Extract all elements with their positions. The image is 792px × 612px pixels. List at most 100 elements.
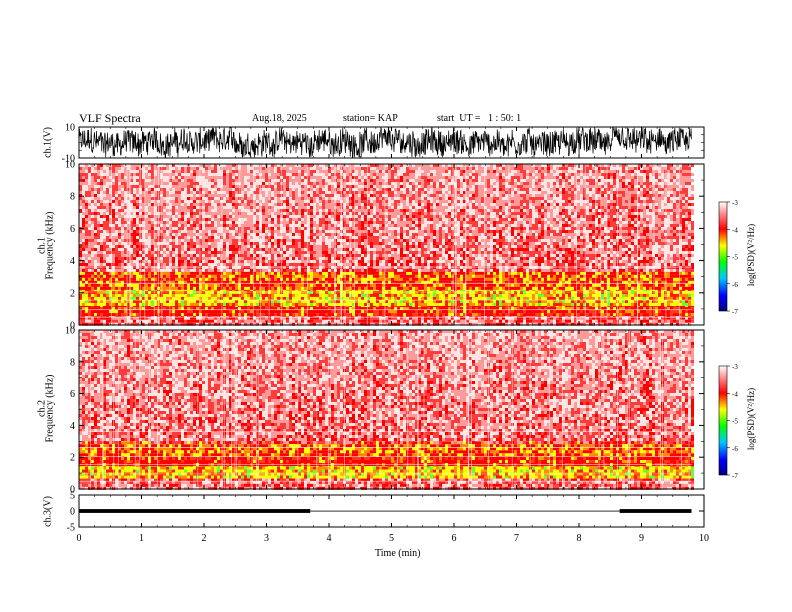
ch1-spectrogram-cell bbox=[505, 283, 508, 287]
ch1-spectrogram-cell bbox=[148, 286, 151, 290]
ch1-spectrogram-cell bbox=[121, 164, 124, 167]
ch1-spectrogram-cell bbox=[685, 286, 688, 290]
ch1-spectrogram-cell bbox=[385, 316, 388, 320]
ch1-spectrogram-cell bbox=[100, 286, 103, 290]
ch1-spectrogram-cell bbox=[580, 170, 583, 173]
ch1-spectrogram-cell bbox=[343, 274, 346, 278]
ch1-spectrogram-cell bbox=[142, 271, 145, 275]
ch1-spectrogram-cell bbox=[112, 290, 115, 294]
ch1-spectrogram-cell bbox=[577, 310, 580, 314]
ch1-spectrogram-cell bbox=[229, 179, 232, 182]
ch1-spectrogram-cell bbox=[643, 277, 646, 281]
ch1-spectrogram-cell bbox=[559, 316, 562, 320]
ch1-spectrogram-cell bbox=[184, 322, 187, 326]
ch1-spectrogram-cell bbox=[193, 176, 196, 179]
ch1-spectrogram-cell bbox=[277, 293, 280, 297]
ch1-spectrogram-cell bbox=[229, 274, 232, 278]
ch1-spectrogram-cell bbox=[532, 299, 535, 303]
ch1-spectrogram-cell bbox=[667, 307, 670, 311]
ch1-spectrogram-cell bbox=[214, 283, 217, 287]
ch1-spectrogram-cell bbox=[385, 271, 388, 275]
ch1-spectrogram-cell bbox=[136, 179, 139, 182]
ch1-spectrogram-cell bbox=[175, 176, 178, 179]
ch1-spectrogram-cell bbox=[271, 274, 274, 278]
ch1-spectrogram-cell bbox=[121, 319, 124, 323]
ch1-spectrogram-cell bbox=[523, 302, 526, 306]
ch1-spectrogram-cell bbox=[196, 280, 199, 284]
ch1-spectrogram-cell bbox=[367, 293, 370, 297]
ch1-spectrogram-cell bbox=[487, 173, 490, 176]
ch1-spectrogram-cell bbox=[175, 167, 178, 170]
ch1-spectrogram-cell bbox=[541, 167, 544, 170]
ch1-spectrogram-cell bbox=[373, 290, 376, 294]
ch1-spectrogram-cell bbox=[541, 271, 544, 275]
ch1-spectrogram-cell bbox=[289, 302, 292, 306]
ch1-spectrogram-cell bbox=[319, 170, 322, 173]
ch1-spectrogram-cell bbox=[439, 296, 442, 300]
ch1-spectrogram-cell bbox=[469, 283, 472, 287]
ch1-spectrogram-cell bbox=[133, 283, 136, 287]
ch1-spectrogram-cell bbox=[301, 302, 304, 306]
ch1-spectrogram-cell bbox=[97, 299, 100, 303]
ch1-spectrogram-cell bbox=[463, 274, 466, 278]
ch1-spectrogram-cell bbox=[193, 307, 196, 311]
ch1-spectrogram-cell bbox=[256, 299, 259, 303]
ch1-spectrogram-cell bbox=[586, 164, 589, 167]
ch1-spectrogram-cell bbox=[91, 274, 94, 278]
ch1-spectrogram-cell bbox=[127, 176, 130, 179]
ch1-spectrogram-cell bbox=[364, 319, 367, 323]
ch1-spectrogram-cell bbox=[256, 310, 259, 314]
ch1-spectrogram-cell bbox=[670, 302, 673, 306]
ch1-spectrogram-cell bbox=[106, 286, 109, 290]
ch1-spectrogram-cell bbox=[100, 167, 103, 170]
ch1-spectrogram-cell bbox=[223, 274, 226, 278]
chart-title: VLF Spectra bbox=[79, 111, 141, 125]
ch1-spectrogram-cell bbox=[559, 286, 562, 290]
ch1-spectrogram-cell bbox=[352, 307, 355, 311]
ch1-spectrogram-cell bbox=[565, 179, 568, 182]
ch1-spectrogram-cell bbox=[307, 293, 310, 297]
ch1-spectrogram-cell bbox=[652, 283, 655, 287]
ch1-spectrogram-cell bbox=[85, 290, 88, 294]
ch1-spectrogram-cell bbox=[298, 274, 301, 278]
ch1-spectrogram-cell bbox=[208, 293, 211, 297]
ch1-spectrogram-cell bbox=[466, 274, 469, 278]
ch1-spectrogram-cell bbox=[529, 319, 532, 323]
ch1-spectrogram-cell bbox=[301, 173, 304, 176]
ch1-spectrogram-cell bbox=[499, 283, 502, 287]
ch1-spectrogram-cell bbox=[175, 307, 178, 311]
ch1-spectrogram-cell bbox=[466, 293, 469, 297]
ch1-spectrogram-cell bbox=[88, 322, 91, 326]
ch1-spectrogram-cell bbox=[142, 280, 145, 284]
ch1-spectrogram-cell bbox=[343, 296, 346, 300]
ch1-spectrogram-cell bbox=[136, 173, 139, 176]
ch1-spectrogram-cell bbox=[295, 283, 298, 287]
ch1-spectrogram-cell bbox=[166, 316, 169, 320]
ch1-spectrogram-cell bbox=[661, 293, 664, 297]
ch1-spectrogram-cell bbox=[85, 271, 88, 275]
ch1-spectrogram-cell bbox=[505, 307, 508, 311]
ch1-spectrogram-cell bbox=[631, 286, 634, 290]
ch1-spectrogram-cell bbox=[196, 173, 199, 176]
ch1-spectrogram-cell bbox=[508, 313, 511, 317]
ch1-spectrogram-cell bbox=[499, 290, 502, 294]
ch1-spectrogram-cell bbox=[406, 299, 409, 303]
ch1-spectrogram-cell bbox=[514, 271, 517, 275]
ch1-spectrogram-cell bbox=[511, 296, 514, 300]
ch1-spectrogram-cell bbox=[439, 277, 442, 281]
ch1-spectrogram-cell bbox=[436, 274, 439, 278]
ch1-spectrogram-cell bbox=[517, 307, 520, 311]
ch1-spectrogram-cell bbox=[166, 173, 169, 176]
ch1-spectrogram-cell bbox=[388, 164, 391, 167]
ch1-spectrogram-cell bbox=[325, 322, 328, 326]
ch1-spectrogram-cell bbox=[538, 316, 541, 320]
ch1-spectrogram-cell bbox=[583, 286, 586, 290]
ch1-spectrogram-cell bbox=[190, 283, 193, 287]
ch1-spectrogram-cell bbox=[352, 176, 355, 179]
ch1-spectrogram-cell bbox=[439, 313, 442, 317]
ch1-spectrogram-cell bbox=[550, 164, 553, 167]
ch1-spectrogram-cell bbox=[190, 286, 193, 290]
ch1-spectrogram-cell bbox=[601, 277, 604, 281]
ch1-spectrogram-cell bbox=[85, 182, 88, 185]
ch1-spectrogram-cell bbox=[466, 296, 469, 300]
